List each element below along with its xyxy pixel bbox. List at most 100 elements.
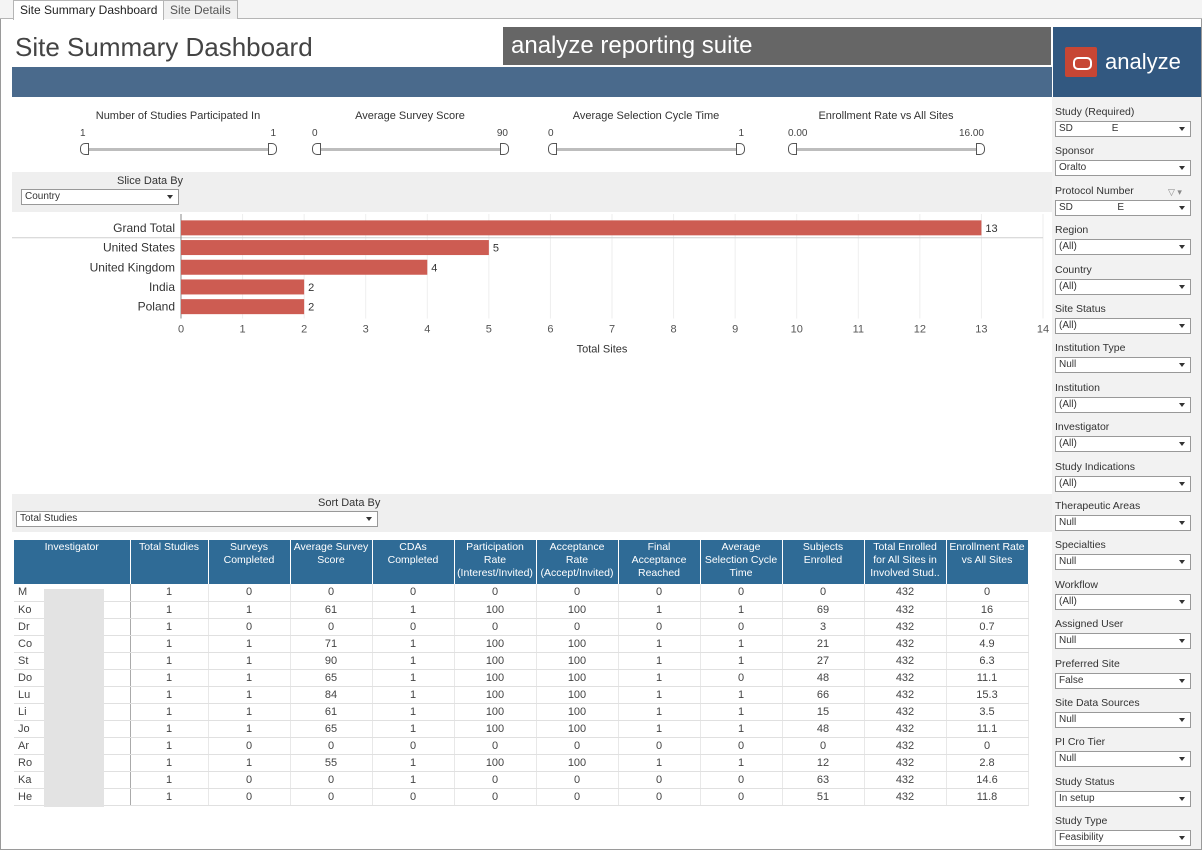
column-header[interactable]: Participation Rate (Interest/Invited) bbox=[454, 540, 537, 584]
slider-track[interactable] bbox=[550, 148, 742, 151]
filter-select[interactable]: Null bbox=[1055, 515, 1191, 531]
filter-study-required: Study (Required) SD E bbox=[1052, 101, 1201, 139]
filter-select[interactable]: (All) bbox=[1055, 239, 1191, 256]
slider-max: 90 bbox=[496, 128, 508, 139]
table-row[interactable]: Ro 1 1 55 1 100 100 1 1 12 432 2.8 bbox=[14, 754, 1029, 772]
slider-track[interactable] bbox=[314, 148, 506, 151]
slider-track[interactable] bbox=[790, 148, 982, 151]
filter-funnel-icon[interactable]: ▽ ▾ bbox=[1168, 186, 1182, 197]
table-cell: 100 bbox=[454, 720, 537, 738]
slider-max: 1 bbox=[270, 128, 276, 139]
table-row[interactable]: Dr 1 0 0 0 0 0 0 0 3 432 0.7 bbox=[14, 618, 1029, 636]
filter-select[interactable]: Feasibility bbox=[1055, 830, 1191, 847]
table-row[interactable]: M 1 0 0 0 0 0 0 0 0 432 0 bbox=[14, 584, 1029, 602]
table-row[interactable]: Do 1 1 65 1 100 100 1 0 48 432 11.1 bbox=[14, 669, 1029, 687]
slider-min-handle[interactable] bbox=[80, 143, 89, 155]
filter-select[interactable]: Null bbox=[1055, 633, 1191, 650]
table-cell: 0 bbox=[372, 737, 455, 755]
column-header[interactable]: Average Survey Score bbox=[290, 540, 373, 584]
column-header[interactable]: Average Selection Cycle Time bbox=[700, 540, 783, 584]
slider-min-handle[interactable] bbox=[548, 143, 557, 155]
filter-select[interactable]: (All) bbox=[1055, 278, 1191, 295]
tab-site-details[interactable]: Site Details bbox=[163, 0, 238, 19]
filter-select[interactable]: SD E bbox=[1055, 199, 1191, 216]
table-cell: 0 bbox=[372, 584, 455, 602]
table-cell: 0 bbox=[372, 618, 455, 636]
filter-label: Workflow bbox=[1055, 578, 1098, 591]
slider-max-handle[interactable] bbox=[736, 143, 745, 155]
table-row[interactable]: Ka 1 0 0 1 0 0 0 0 63 432 14.6 bbox=[14, 771, 1029, 789]
table-cell: 0.7 bbox=[946, 618, 1029, 636]
filter-preferred-site: Preferred Site False bbox=[1052, 653, 1201, 691]
filter-select[interactable]: (All) bbox=[1055, 593, 1191, 610]
table-row[interactable]: He 1 0 0 0 0 0 0 0 51 432 11.8 bbox=[14, 788, 1029, 806]
table-row[interactable]: Lu 1 1 84 1 100 100 1 1 66 432 15.3 bbox=[14, 686, 1029, 704]
table-cell: 1 bbox=[372, 669, 455, 687]
filter-select[interactable]: Null bbox=[1055, 712, 1191, 728]
column-header[interactable]: Acceptance Rate (Accept/Invited) bbox=[536, 540, 619, 584]
column-header[interactable]: Investigator bbox=[14, 540, 131, 584]
slider-max-handle[interactable] bbox=[976, 143, 985, 155]
slice-select[interactable]: Country bbox=[21, 189, 179, 205]
table-row[interactable]: Li 1 1 61 1 100 100 1 1 15 432 3.5 bbox=[14, 703, 1029, 721]
filter-select[interactable]: (All) bbox=[1055, 318, 1191, 334]
table-cell: 0 bbox=[536, 618, 619, 636]
bar bbox=[181, 259, 428, 275]
table-cell: 432 bbox=[864, 771, 947, 789]
table-cell: 1 bbox=[208, 686, 291, 704]
table-cell: 432 bbox=[864, 601, 947, 619]
table-cell: 55 bbox=[290, 754, 373, 772]
filter-select[interactable]: Null bbox=[1055, 554, 1191, 571]
slider-max-handle[interactable] bbox=[268, 143, 277, 155]
slider-min-handle[interactable] bbox=[312, 143, 321, 155]
table-cell: 0 bbox=[208, 737, 291, 755]
chevron-down-icon bbox=[1179, 324, 1185, 328]
table-cell: 1 bbox=[130, 720, 209, 738]
filter-value: Null bbox=[1059, 517, 1077, 528]
table-cell: 4.9 bbox=[946, 635, 1029, 653]
filter-select[interactable]: (All) bbox=[1055, 436, 1191, 453]
column-header[interactable]: Final Acceptance Reached bbox=[618, 540, 701, 584]
filter-select[interactable]: SD E bbox=[1055, 121, 1191, 137]
slider-label: Enrollment Rate vs All Sites bbox=[818, 110, 954, 122]
table-row[interactable]: Ko 1 1 61 1 100 100 1 1 69 432 16 bbox=[14, 601, 1029, 619]
chevron-down-icon bbox=[1179, 245, 1185, 250]
filter-select[interactable]: Null bbox=[1055, 357, 1191, 374]
filter-country: Country (All) bbox=[1052, 259, 1201, 297]
filter-select[interactable]: Null bbox=[1055, 751, 1191, 768]
column-header[interactable]: Total Enrolled for All Sites in Involved… bbox=[864, 540, 947, 584]
data-label: 2 bbox=[308, 282, 314, 294]
sort-select[interactable]: Total Studies bbox=[16, 511, 378, 527]
column-header[interactable]: Total Studies bbox=[130, 540, 209, 584]
table-row[interactable]: Co 1 1 71 1 100 100 1 1 21 432 4.9 bbox=[14, 635, 1029, 653]
category-label: India bbox=[149, 280, 175, 294]
table-cell: 0 bbox=[700, 771, 783, 789]
table-cell: 1 bbox=[130, 669, 209, 687]
table-cell: 1 bbox=[618, 669, 701, 687]
table-cell: 100 bbox=[454, 652, 537, 670]
table-cell: 71 bbox=[290, 635, 373, 653]
column-header[interactable]: Subjects Enrolled bbox=[782, 540, 865, 584]
data-label: 13 bbox=[985, 223, 997, 235]
table-cell: 61 bbox=[290, 703, 373, 721]
category-label: United Kingdom bbox=[90, 260, 175, 274]
filter-select[interactable]: In setup bbox=[1055, 790, 1191, 807]
column-header[interactable]: CDAs Completed bbox=[372, 540, 455, 584]
filter-investigator: Investigator (All) bbox=[1052, 416, 1201, 454]
filter-select[interactable]: (All) bbox=[1055, 475, 1191, 492]
filter-select[interactable]: Oralto bbox=[1055, 160, 1191, 177]
table-row[interactable]: Jo 1 1 65 1 100 100 1 1 48 432 11.1 bbox=[14, 720, 1029, 738]
filter-select[interactable]: (All) bbox=[1055, 396, 1191, 413]
column-header[interactable]: Surveys Completed bbox=[208, 540, 291, 584]
table-cell: 0 bbox=[700, 788, 783, 806]
filter-select[interactable]: False bbox=[1055, 672, 1191, 689]
slider-min-handle[interactable] bbox=[788, 143, 797, 155]
tab-site-summary-dashboard[interactable]: Site Summary Dashboard bbox=[13, 0, 165, 20]
table-row[interactable]: St y1190110010011274326.3 bbox=[14, 652, 1029, 670]
slider-track[interactable] bbox=[82, 148, 274, 151]
column-header[interactable]: Enrollment Rate vs All Sites bbox=[946, 540, 1029, 584]
table-cell: 100 bbox=[536, 635, 619, 653]
slider-max-handle[interactable] bbox=[500, 143, 509, 155]
table-cell: 1 bbox=[208, 754, 291, 772]
